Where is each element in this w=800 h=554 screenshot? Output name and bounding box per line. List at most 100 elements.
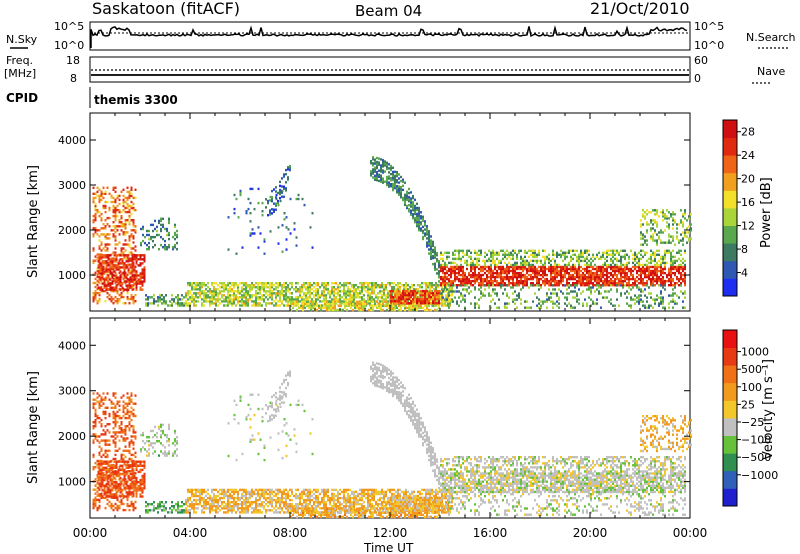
power-cell	[632, 277, 634, 281]
power-cell	[546, 282, 548, 285]
power-cell	[428, 230, 430, 233]
power-cell	[128, 216, 131, 220]
power-cell	[456, 267, 458, 271]
power-cell	[612, 255, 614, 259]
power-cell	[168, 231, 170, 235]
power-cell	[612, 304, 614, 307]
power-cell	[412, 205, 414, 208]
power-cell	[406, 192, 408, 195]
power-cell	[137, 282, 140, 285]
power-cell	[512, 286, 514, 289]
power-cell	[132, 241, 135, 244]
power-cell	[442, 263, 444, 267]
power-cell	[289, 296, 291, 299]
power-cell	[678, 241, 680, 244]
power-cell	[590, 298, 592, 301]
power-cell	[445, 290, 447, 293]
velocity-cell	[96, 482, 99, 485]
power-cell	[432, 242, 434, 246]
power-cell	[305, 288, 307, 291]
power-cell	[362, 302, 364, 306]
power-cell	[624, 292, 626, 295]
power-cell	[420, 227, 422, 230]
power-cell	[436, 291, 438, 295]
power-cell	[396, 289, 398, 293]
power-cell	[592, 286, 594, 289]
power-cell	[380, 174, 382, 177]
power-cell	[590, 273, 592, 277]
power-cell	[154, 243, 156, 247]
power-cell	[662, 275, 664, 279]
power-cell	[550, 300, 552, 303]
power-cell	[247, 304, 249, 307]
power-cell	[554, 271, 556, 275]
power-cell	[341, 284, 343, 287]
power-cell	[257, 298, 259, 301]
power-cell	[684, 265, 686, 269]
power-cell	[394, 176, 396, 180]
power-cell	[674, 265, 676, 269]
power-cell	[279, 290, 281, 293]
power-cell	[482, 269, 484, 273]
power-cell	[285, 292, 287, 295]
power-cell	[370, 300, 372, 303]
power-cell	[172, 235, 174, 239]
power-cell	[353, 296, 355, 299]
power-cell	[418, 302, 420, 305]
power-cell	[123, 256, 126, 259]
power-cell	[432, 256, 434, 260]
power-cell	[162, 225, 164, 229]
power-cell	[128, 263, 131, 266]
power-cell	[602, 253, 604, 256]
power-cell	[470, 282, 472, 285]
power-cell	[512, 249, 514, 252]
power-cell	[396, 191, 398, 194]
power-cell	[638, 302, 640, 305]
power-cell	[141, 280, 144, 283]
power-cell	[241, 302, 243, 305]
power-cell	[440, 269, 442, 273]
power-cell	[426, 291, 428, 295]
power-cell	[614, 265, 616, 269]
power-cell	[408, 304, 410, 308]
power-cell	[253, 302, 255, 305]
power-cell	[319, 296, 321, 299]
velocity-cell	[92, 466, 95, 469]
power-cell	[430, 241, 432, 244]
power-cell	[560, 265, 562, 269]
power-cell	[193, 292, 195, 295]
power-cell	[400, 185, 402, 189]
power-cell	[176, 241, 178, 245]
power-cell	[131, 274, 134, 277]
power-cell	[110, 229, 113, 232]
power-cell	[546, 306, 548, 309]
power-cell	[195, 282, 197, 285]
power-cell	[620, 277, 622, 281]
power-cell	[351, 290, 353, 293]
power-cell	[414, 210, 416, 214]
power-cell	[141, 262, 144, 265]
power-cell	[508, 269, 510, 273]
velocity-cell	[100, 398, 103, 401]
power-cell	[450, 271, 452, 275]
power-cell	[556, 253, 558, 256]
power-cell	[690, 213, 692, 216]
power-cell	[426, 293, 428, 297]
power-cell	[404, 306, 406, 310]
power-cell	[255, 294, 257, 297]
power-cell	[564, 296, 566, 299]
power-cell	[102, 192, 105, 195]
power-cell	[96, 291, 99, 295]
power-cell	[323, 282, 325, 285]
power-cell	[408, 197, 410, 201]
power-cell	[197, 288, 199, 291]
power-cell	[450, 265, 452, 269]
power-cell	[400, 179, 402, 183]
power-cell	[516, 294, 518, 297]
power-cell	[548, 269, 550, 273]
power-cell	[92, 186, 95, 189]
power-cell	[125, 266, 128, 269]
power-cell	[101, 288, 104, 291]
power-cell	[662, 286, 664, 289]
power-cell	[454, 261, 456, 265]
